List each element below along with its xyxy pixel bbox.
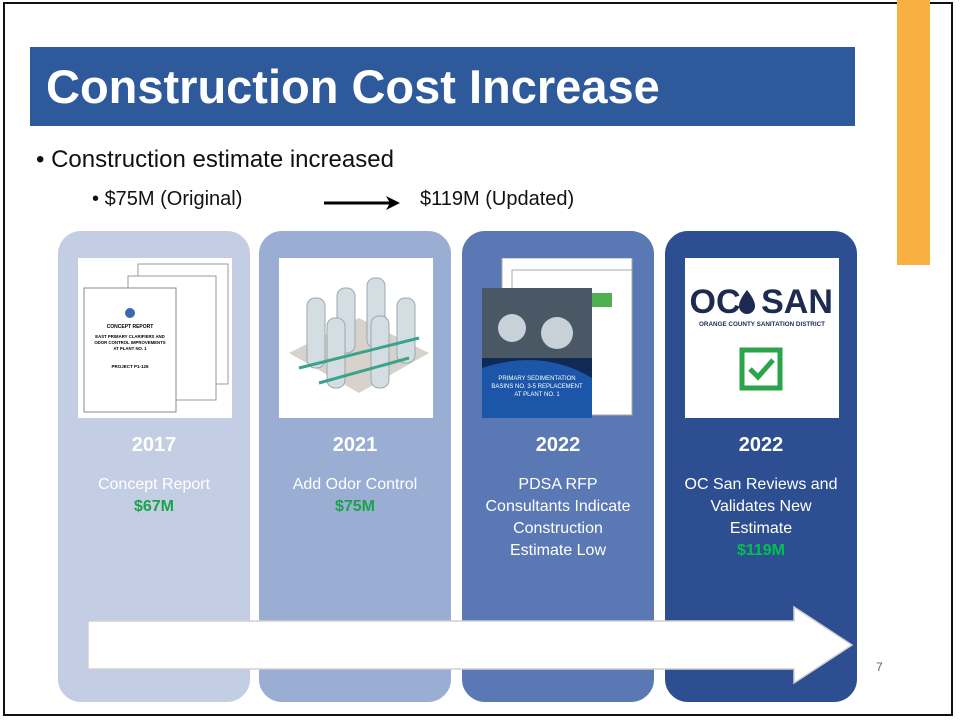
arrow-icon [322, 193, 402, 213]
bullet-text: $75M (Original) [105, 188, 243, 210]
logo-text: SAN [761, 283, 833, 321]
line: Validates New [665, 496, 857, 518]
amount: $119M [665, 540, 857, 562]
image-text: EAST PRIMARY CLARIFIERS AND [95, 334, 165, 339]
logo-text: ORANGE COUNTY SANITATION DISTRICT [699, 321, 825, 328]
line: Construction [462, 518, 654, 540]
line: Estimate Low [462, 540, 654, 562]
description: Concept Report$67M [58, 474, 250, 518]
bullet: • Construction estimate increased [36, 146, 394, 174]
amount: $75M [259, 496, 451, 518]
title: Construction Cost Increase [30, 47, 855, 126]
year: 2022 [462, 434, 654, 457]
page-number: 7 [876, 660, 883, 674]
description: OC San Reviews and Validates New Estimat… [665, 474, 857, 562]
image-text: PROJECT P1-126 [111, 364, 149, 369]
timeline-arrow [86, 605, 856, 685]
accent-bar [897, 0, 930, 265]
description: Add Odor Control$75M [259, 474, 451, 518]
line: Concept Report [58, 474, 250, 496]
tanks-image [279, 258, 433, 418]
year: 2021 [259, 434, 451, 457]
title-bar: Construction Cost Increase [30, 47, 855, 126]
line: Consultants Indicate [462, 496, 654, 518]
bullet-text: Construction estimate increased [51, 146, 394, 173]
logo-text: OC [690, 283, 741, 321]
line: Estimate [665, 518, 857, 540]
line: PDSA RFP [462, 474, 654, 496]
image-text: AT PLANT NO. 1 [514, 392, 560, 398]
line: OC San Reviews and [665, 474, 857, 496]
line: Add Odor Control [259, 474, 451, 496]
year: 2017 [58, 434, 250, 457]
image-text: BASINS NO. 3-5 REPLACEMENT [491, 384, 583, 390]
image-text: AT PLANT NO. 1 [113, 346, 147, 351]
bullet-text: $119M (Updated) [420, 188, 574, 211]
slide: Construction Cost Increase • Constructio… [0, 0, 960, 721]
image-text: PRIMARY SEDIMENTATION [498, 376, 575, 382]
amount: $67M [58, 496, 250, 518]
sub-bullet: • $75M (Original) [92, 188, 242, 211]
year: 2022 [665, 434, 857, 457]
image-text: ODOR CONTROL IMPROVEMENTS [94, 340, 165, 345]
rfp-image: PRIMARY SEDIMENTATION BASINS NO. 3-5 REP… [482, 258, 636, 418]
image-text: CONCEPT REPORT [107, 324, 154, 330]
report-image: CONCEPT REPORT EAST PRIMARY CLARIFIERS A… [78, 258, 232, 418]
description: PDSA RFP Consultants Indicate Constructi… [462, 474, 654, 562]
logo-image: OC SAN ORANGE COUNTY SANITATION DISTRICT [685, 258, 839, 418]
